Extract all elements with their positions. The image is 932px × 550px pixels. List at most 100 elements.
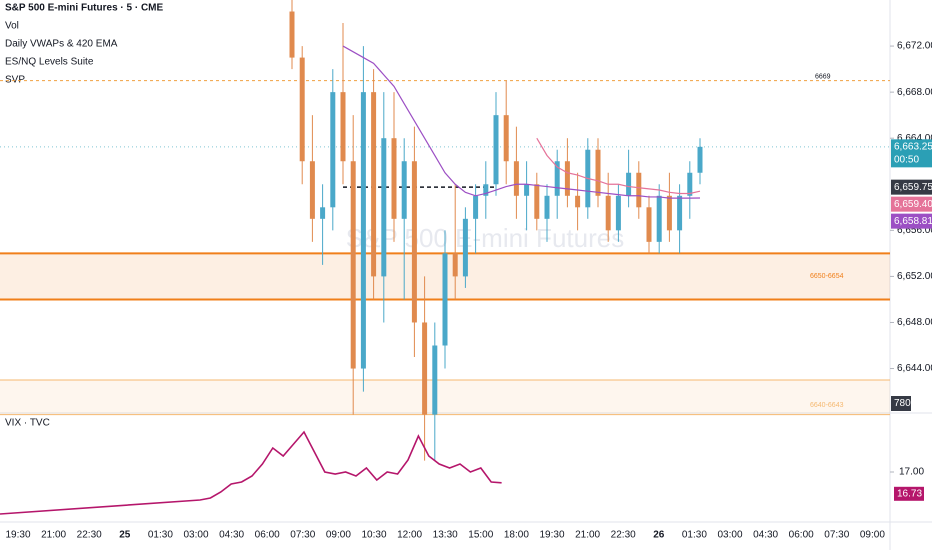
x-tick-label: 10:30 (361, 530, 386, 541)
candle-body (493, 115, 499, 185)
y-tick-label: 6,672.00 (897, 41, 932, 52)
candle-body (309, 161, 315, 219)
vix-last-box (894, 486, 924, 501)
x-tick-label: 06:00 (789, 530, 814, 541)
indicator: Vol (5, 21, 19, 32)
candle-body (595, 149, 601, 196)
chart-title: S&P 500 E-mini Futures · 5 · CME (5, 3, 164, 14)
x-tick-label: 19:30 (539, 530, 564, 541)
x-tick-label: 01:30 (148, 530, 173, 541)
candle-body (330, 92, 336, 208)
x-tick-label: 13:30 (433, 530, 458, 541)
indicator-line (536, 137, 701, 195)
vix-last-label: 16.73 (897, 488, 922, 499)
candle-body (350, 161, 356, 369)
vix-line (0, 430, 502, 515)
x-tick-label: 15:00 (468, 530, 493, 541)
candle-body (452, 253, 458, 277)
x-tick-label: 26 (653, 530, 665, 541)
x-tick-label: 22:30 (77, 530, 102, 541)
x-tick-label: 03:00 (717, 530, 742, 541)
candle-body (575, 195, 581, 208)
indicator: ES/NQ Levels Suite (5, 57, 94, 68)
y-tick-label: 17.00 (899, 467, 924, 478)
price-label: 6,663.25 (894, 141, 932, 152)
countdown: 00:50 (894, 154, 919, 165)
x-tick-label: 25 (119, 530, 131, 541)
watermark: S&P 500 E-mini Futures (346, 223, 624, 253)
x-tick-label: 09:00 (860, 530, 885, 541)
price-label-box (891, 179, 932, 195)
price-label-box (891, 196, 932, 212)
candle-body (534, 184, 540, 219)
x-tick-label: 18:00 (504, 530, 529, 541)
candle-body (656, 195, 662, 242)
y-tick-label: 6,668.00 (897, 87, 932, 98)
candle-body (401, 161, 407, 219)
volume-label: 780 (894, 398, 911, 409)
candle-body (615, 195, 621, 231)
price-label-box (891, 213, 932, 229)
candle-body (340, 92, 346, 162)
candle-body (473, 195, 479, 219)
x-tick-label: 22:30 (611, 530, 636, 541)
candle-body (646, 207, 652, 242)
x-tick-label: 21:00 (575, 530, 600, 541)
x-tick-label: 12:00 (397, 530, 422, 541)
x-tick-label: 04:30 (219, 530, 244, 541)
zone-label: 6640-6643 (810, 402, 844, 409)
y-tick-label: 6,644.00 (897, 363, 932, 374)
candle-body (299, 57, 305, 162)
candle-body (503, 115, 509, 162)
volume-label-box (891, 396, 911, 411)
candle-body (697, 146, 703, 173)
candle-body (422, 322, 428, 415)
y-tick-label: 6,648.00 (897, 317, 932, 328)
x-tick-label: 06:00 (255, 530, 280, 541)
candle-body (381, 138, 387, 277)
indicator: Daily VWAPs & 420 EMA (5, 39, 118, 50)
candle-body (544, 195, 550, 219)
level-label: 6669 (815, 73, 831, 80)
indicator: SVP (5, 75, 25, 86)
candle-body (462, 218, 468, 277)
candle-body (391, 138, 397, 219)
candle-body (483, 184, 489, 196)
x-tick-label: 19:30 (5, 530, 30, 541)
candle-body (636, 172, 642, 208)
price-label: 6,659.40 (894, 199, 932, 210)
candle-body (289, 11, 295, 58)
candle-body (605, 195, 611, 231)
candle-body (626, 172, 632, 196)
price-label-box (891, 139, 932, 168)
x-tick-label: 04:30 (753, 530, 778, 541)
zone (0, 380, 890, 415)
candle-body (513, 161, 519, 196)
x-tick-label: 09:00 (326, 530, 351, 541)
zone-label: 6650-6654 (810, 273, 844, 280)
vix-title: VIX · TVC (5, 418, 50, 429)
candle-body (411, 161, 417, 323)
candle-body (320, 207, 326, 219)
x-tick-label: 07:30 (290, 530, 315, 541)
x-tick-label: 07:30 (824, 530, 849, 541)
x-tick-label: 21:00 (41, 530, 66, 541)
candle-body (554, 161, 560, 196)
candle-body (432, 345, 438, 415)
candle-body (442, 253, 448, 346)
x-tick-label: 03:00 (183, 530, 208, 541)
candle-body (687, 172, 693, 196)
y-tick-label: 6,664.00 (897, 133, 932, 144)
y-tick-label: 6,656.00 (897, 225, 932, 236)
candle-body (564, 161, 570, 196)
candle-body (360, 92, 366, 369)
price-label: 6,658.81 (894, 216, 932, 227)
price-label: 6,659.75 (894, 182, 932, 193)
candle-body (677, 195, 683, 231)
x-tick-label: 01:30 (682, 530, 707, 541)
y-tick-label: 6,652.00 (897, 271, 932, 282)
indicator-line (342, 45, 701, 199)
candle-body (524, 184, 530, 196)
candle-body (666, 195, 672, 231)
